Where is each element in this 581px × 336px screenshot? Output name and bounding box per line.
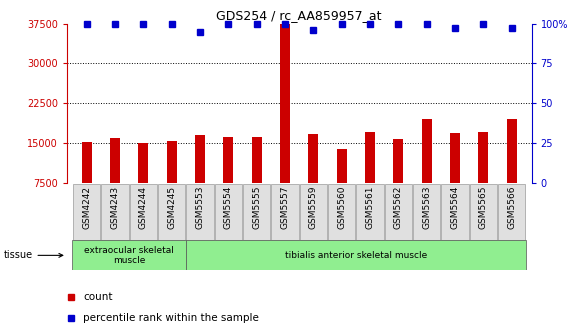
Text: GSM4242: GSM4242	[82, 186, 91, 229]
Text: GSM5563: GSM5563	[422, 186, 431, 229]
Text: GSM4245: GSM4245	[167, 186, 176, 229]
FancyBboxPatch shape	[243, 184, 270, 240]
Bar	[167, 141, 177, 223]
FancyBboxPatch shape	[271, 184, 299, 240]
Bar	[450, 133, 460, 223]
FancyBboxPatch shape	[102, 184, 128, 240]
Text: GSM5553: GSM5553	[196, 186, 205, 229]
FancyBboxPatch shape	[385, 184, 412, 240]
FancyBboxPatch shape	[328, 184, 356, 240]
FancyBboxPatch shape	[413, 184, 440, 240]
Text: GSM5561: GSM5561	[365, 186, 375, 229]
FancyBboxPatch shape	[186, 240, 526, 270]
Text: tibialis anterior skeletal muscle: tibialis anterior skeletal muscle	[285, 251, 427, 260]
Bar	[224, 137, 234, 223]
Bar	[110, 138, 120, 223]
Text: extraocular skeletal
muscle: extraocular skeletal muscle	[84, 246, 174, 265]
Bar	[422, 119, 432, 223]
Bar	[507, 119, 517, 223]
FancyBboxPatch shape	[158, 184, 185, 240]
Bar	[337, 149, 347, 223]
Bar	[479, 131, 489, 223]
Text: GSM5555: GSM5555	[252, 186, 261, 229]
Text: GSM5566: GSM5566	[507, 186, 517, 229]
Text: count: count	[83, 292, 113, 301]
Text: GSM5564: GSM5564	[451, 186, 460, 229]
Bar	[309, 134, 318, 223]
Bar	[138, 143, 148, 223]
Text: GSM5562: GSM5562	[394, 186, 403, 229]
Title: GDS254 / rc_AA859957_at: GDS254 / rc_AA859957_at	[217, 9, 382, 23]
FancyBboxPatch shape	[498, 184, 525, 240]
Text: GSM5554: GSM5554	[224, 186, 233, 229]
Text: GSM4243: GSM4243	[110, 186, 120, 229]
FancyBboxPatch shape	[73, 240, 186, 270]
FancyBboxPatch shape	[130, 184, 157, 240]
FancyBboxPatch shape	[215, 184, 242, 240]
Text: tissue: tissue	[3, 250, 63, 260]
Text: GSM5557: GSM5557	[281, 186, 289, 229]
Text: GSM5559: GSM5559	[309, 186, 318, 229]
Bar	[82, 142, 92, 223]
Bar	[252, 137, 261, 223]
Text: GSM5560: GSM5560	[337, 186, 346, 229]
Bar	[365, 131, 375, 223]
FancyBboxPatch shape	[187, 184, 214, 240]
Text: percentile rank within the sample: percentile rank within the sample	[83, 313, 259, 323]
Text: GSM4244: GSM4244	[139, 186, 148, 229]
Bar	[280, 24, 290, 223]
Bar	[393, 139, 403, 223]
FancyBboxPatch shape	[357, 184, 383, 240]
FancyBboxPatch shape	[470, 184, 497, 240]
FancyBboxPatch shape	[73, 184, 101, 240]
Bar	[195, 135, 205, 223]
FancyBboxPatch shape	[300, 184, 327, 240]
Text: GSM5565: GSM5565	[479, 186, 488, 229]
FancyBboxPatch shape	[442, 184, 469, 240]
